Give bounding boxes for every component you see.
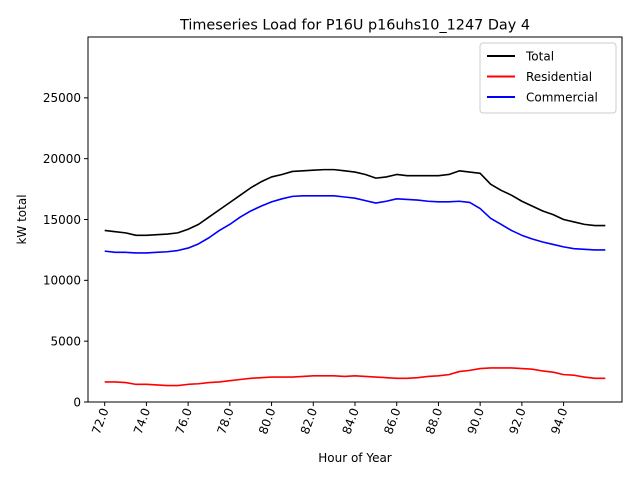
legend-label-total: Total bbox=[525, 49, 554, 63]
y-tick-label: 5000 bbox=[50, 334, 81, 348]
y-tick-label: 10000 bbox=[43, 274, 81, 288]
y-tick-label: 20000 bbox=[43, 152, 81, 166]
y-axis: 0 5000 10000 15000 20000 25000 bbox=[43, 91, 88, 409]
x-axis-label: Hour of Year bbox=[318, 451, 392, 465]
legend-label-residential: Residential bbox=[526, 70, 592, 84]
series-line-total bbox=[104, 168, 606, 237]
legend: Total Residential Commercial bbox=[479, 42, 617, 114]
series-line-residential bbox=[104, 367, 606, 387]
series-line-commercial bbox=[104, 194, 606, 254]
series-lines bbox=[104, 168, 606, 387]
y-tick-label: 15000 bbox=[43, 213, 81, 227]
y-tick-label: 0 bbox=[73, 395, 81, 409]
legend-box bbox=[479, 42, 617, 114]
y-tick-label: 25000 bbox=[43, 91, 81, 105]
chart-title: Timeseries Load for P16U p16uhs10_1247 D… bbox=[179, 18, 530, 34]
y-axis-label: kW total bbox=[15, 194, 29, 244]
legend-label-commercial: Commercial bbox=[526, 90, 598, 104]
